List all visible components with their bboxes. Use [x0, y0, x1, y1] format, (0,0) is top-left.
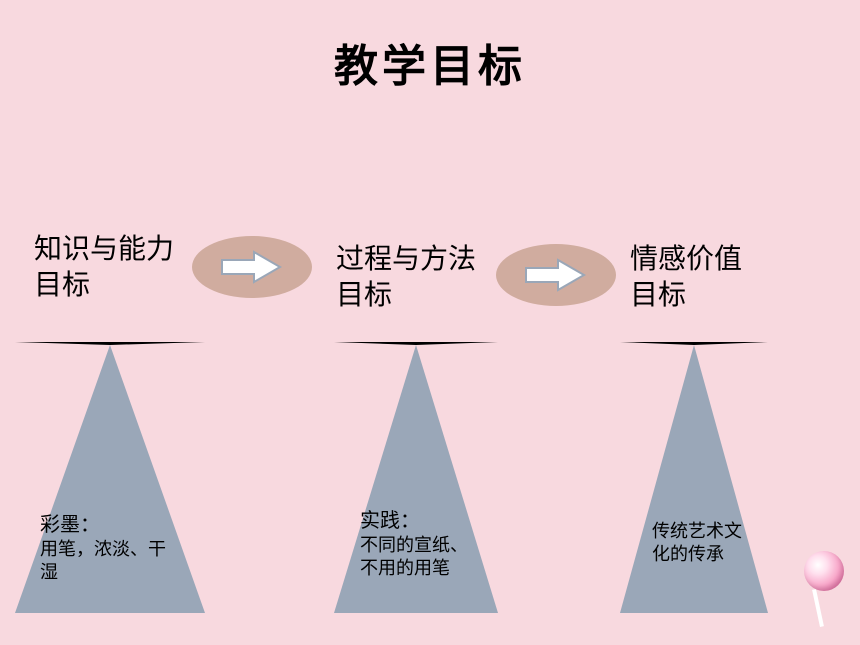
page-title: 教学目标 — [0, 30, 860, 94]
lollipop-stick — [812, 589, 824, 627]
triangle-desc-emotion: 传统艺术文化的传承 — [652, 520, 744, 567]
arrow-right-icon — [220, 250, 284, 284]
lollipop-head — [804, 551, 844, 591]
arrow-oval-2 — [496, 244, 616, 306]
triangle-desc-process: 实践： 不同的宣纸、不用的用笔 — [360, 508, 480, 581]
lollipop-decoration — [802, 547, 852, 627]
goal-label-process: 过程与方法目标 — [336, 242, 486, 315]
desc-title: 彩墨： — [40, 514, 100, 536]
desc-body: 用笔，浓淡、干湿 — [40, 539, 166, 582]
goal-label-knowledge: 知识与能力目标 — [34, 232, 184, 305]
arrow-right-icon — [524, 258, 588, 292]
desc-title: 实践： — [360, 510, 420, 532]
desc-body: 传统艺术文化的传承 — [652, 521, 742, 564]
desc-body: 不同的宣纸、不用的用笔 — [360, 535, 468, 578]
triangle-desc-knowledge: 彩墨： 用笔，浓淡、干湿 — [40, 512, 175, 585]
triangle-emotion — [620, 342, 768, 613]
goal-label-emotion: 情感价值目标 — [630, 242, 750, 315]
arrow-oval-1 — [192, 236, 312, 298]
